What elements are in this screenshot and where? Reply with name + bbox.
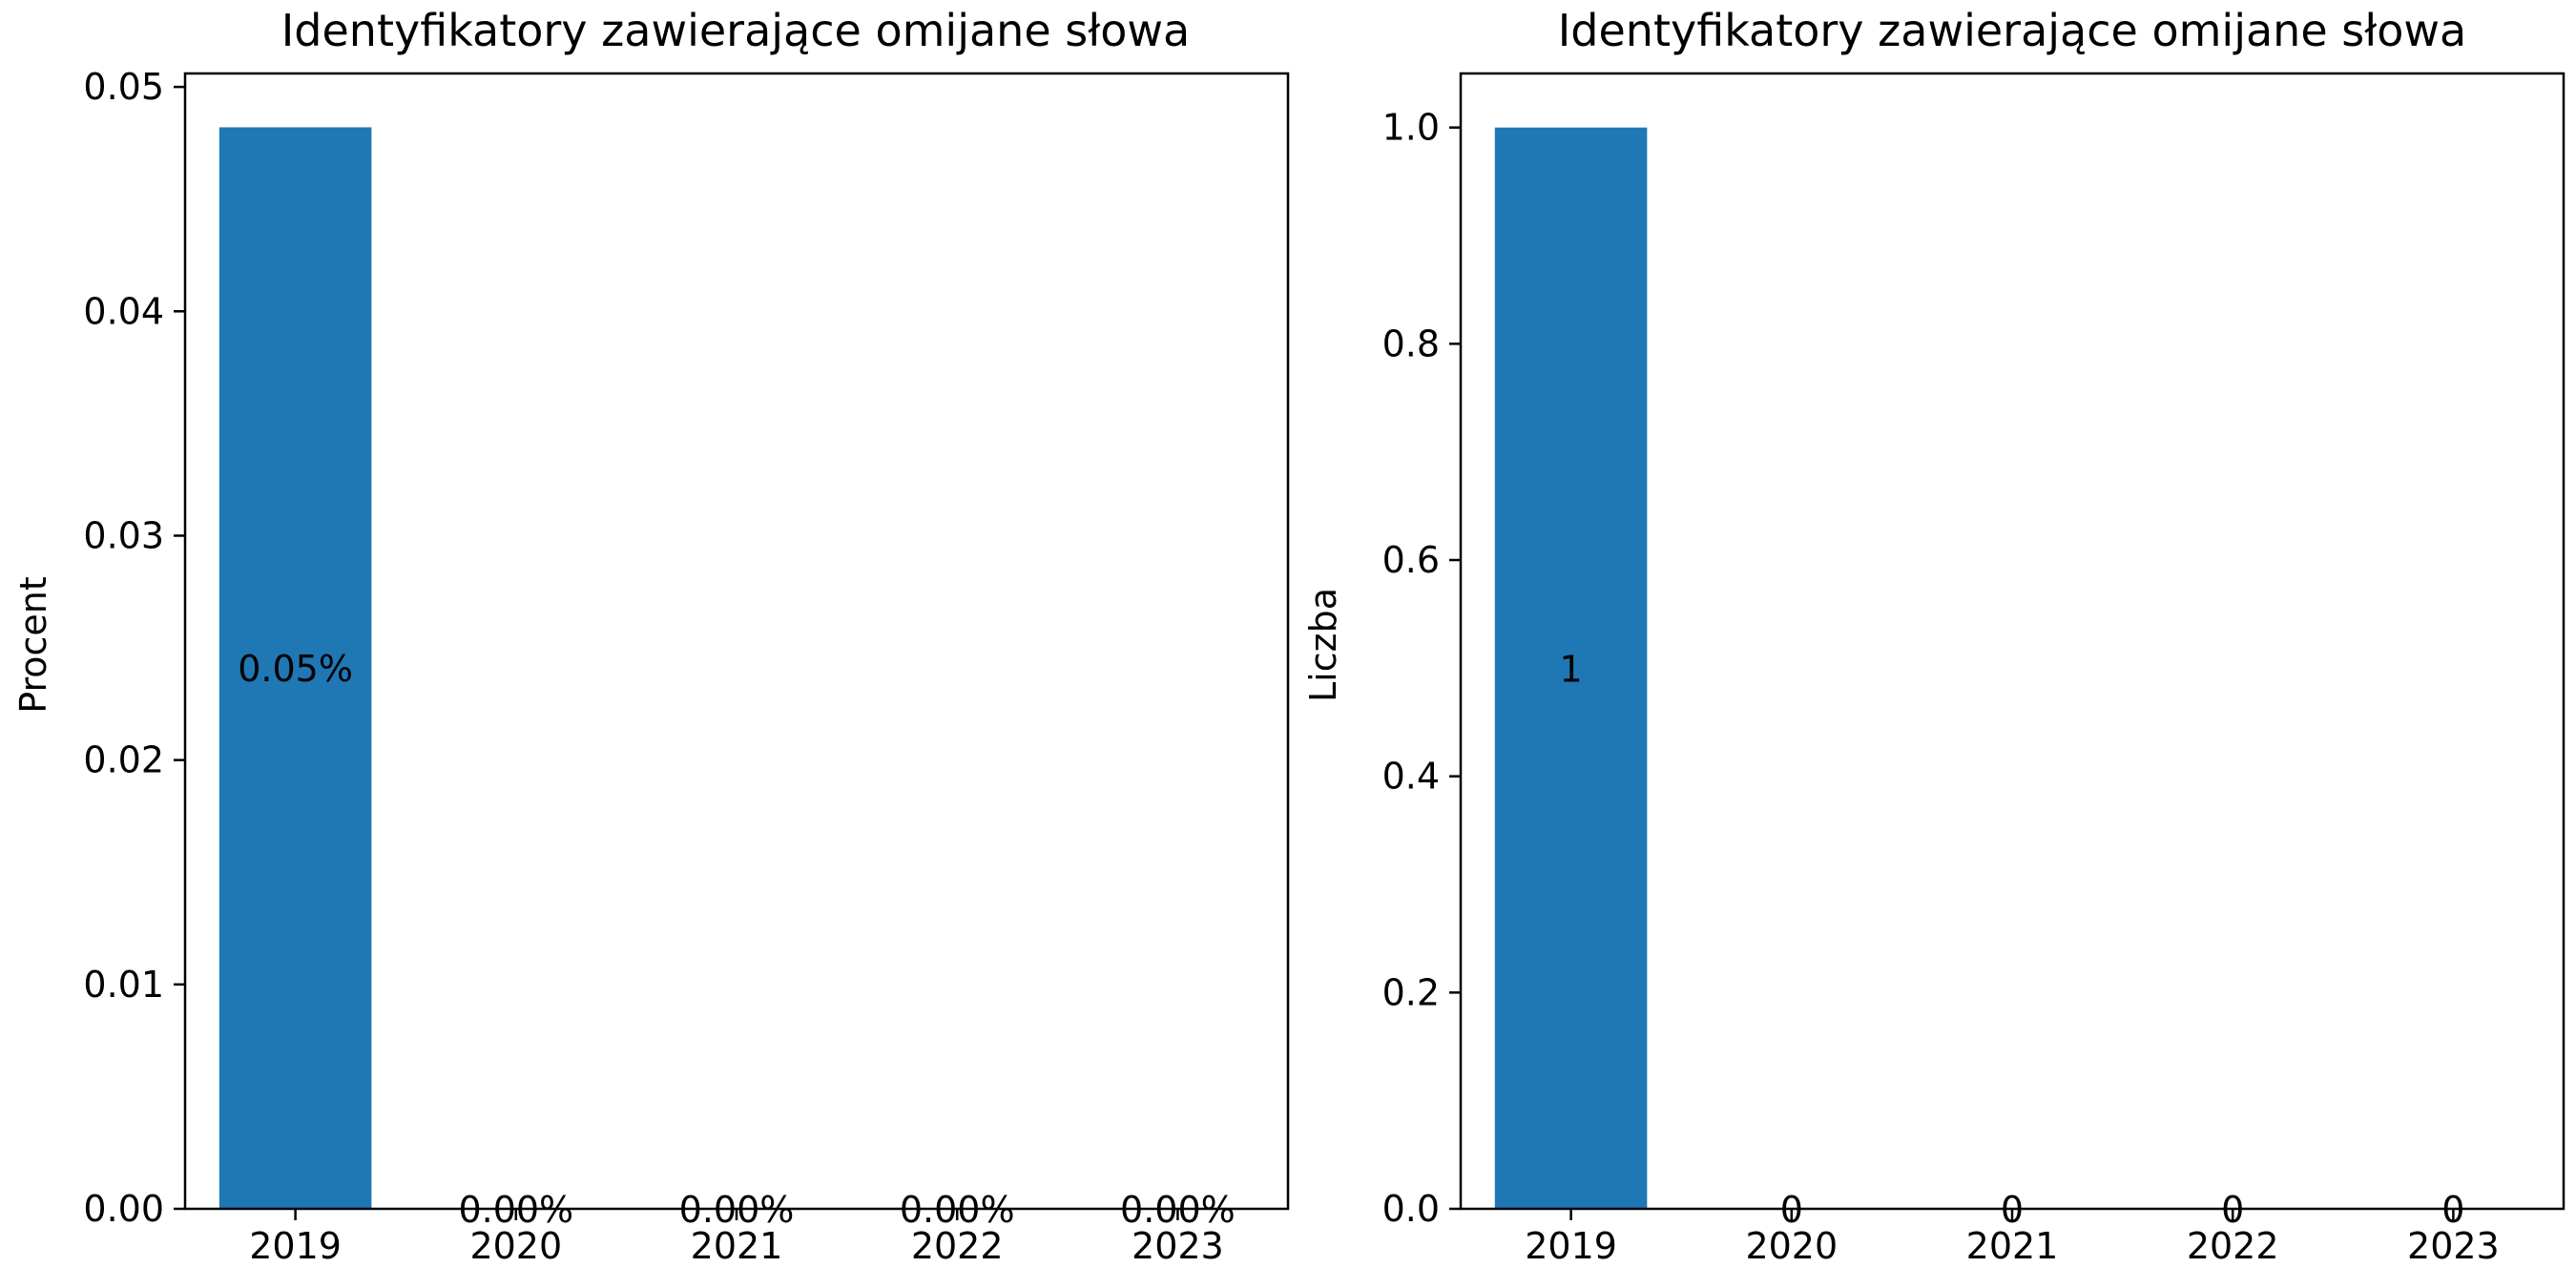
x-tick-label: 2019 xyxy=(1525,1225,1617,1267)
bar-label: 0.05% xyxy=(238,648,353,690)
plot-frame xyxy=(1459,72,2566,1211)
y-tick-label: 0.03 xyxy=(83,514,164,556)
x-tick-label: 2022 xyxy=(2187,1225,2279,1267)
y-tick-label: 0.0 xyxy=(1382,1188,1440,1230)
x-tick-label: 2023 xyxy=(1132,1225,1224,1267)
plot-frame xyxy=(183,72,1290,1211)
chart-title: Identyfikatory zawierające omijane słowa xyxy=(281,5,1191,56)
x-tick-label: 2020 xyxy=(469,1225,562,1267)
x-tick-label: 2019 xyxy=(249,1225,342,1267)
x-tick-label: 2021 xyxy=(1966,1225,2059,1267)
x-tick-label: 2023 xyxy=(2407,1225,2500,1267)
y-tick-label: 0.2 xyxy=(1382,971,1440,1013)
y-tick-label: 0.01 xyxy=(83,964,164,1006)
y-tick-label: 1.0 xyxy=(1382,107,1440,149)
chart-count: Identyfikatory zawierające omijane słowa… xyxy=(1302,5,2566,1267)
y-tick-label: 0.04 xyxy=(83,290,164,332)
y-tick-label: 0.00 xyxy=(83,1188,164,1230)
x-tick-label: 2021 xyxy=(691,1225,783,1267)
y-tick-label: 0.8 xyxy=(1382,322,1440,364)
y-axis-label: Procent xyxy=(12,576,54,714)
y-tick-label: 0.05 xyxy=(83,66,164,108)
y-tick-label: 0.4 xyxy=(1382,756,1440,798)
y-tick-label: 0.6 xyxy=(1382,539,1440,581)
bar-2019 xyxy=(1494,127,1648,1210)
bar-label: 1 xyxy=(1560,648,1583,690)
bar-2019 xyxy=(218,127,372,1210)
y-axis-label: Liczba xyxy=(1302,588,1344,702)
y-tick-label: 0.02 xyxy=(83,739,164,781)
chart-title: Identyfikatory zawierające omijane słowa xyxy=(1558,5,2467,56)
chart-percent: Identyfikatory zawierające omijane słowa… xyxy=(12,5,1290,1267)
x-tick-label: 2022 xyxy=(911,1225,1004,1267)
x-tick-label: 2020 xyxy=(1745,1225,1838,1267)
